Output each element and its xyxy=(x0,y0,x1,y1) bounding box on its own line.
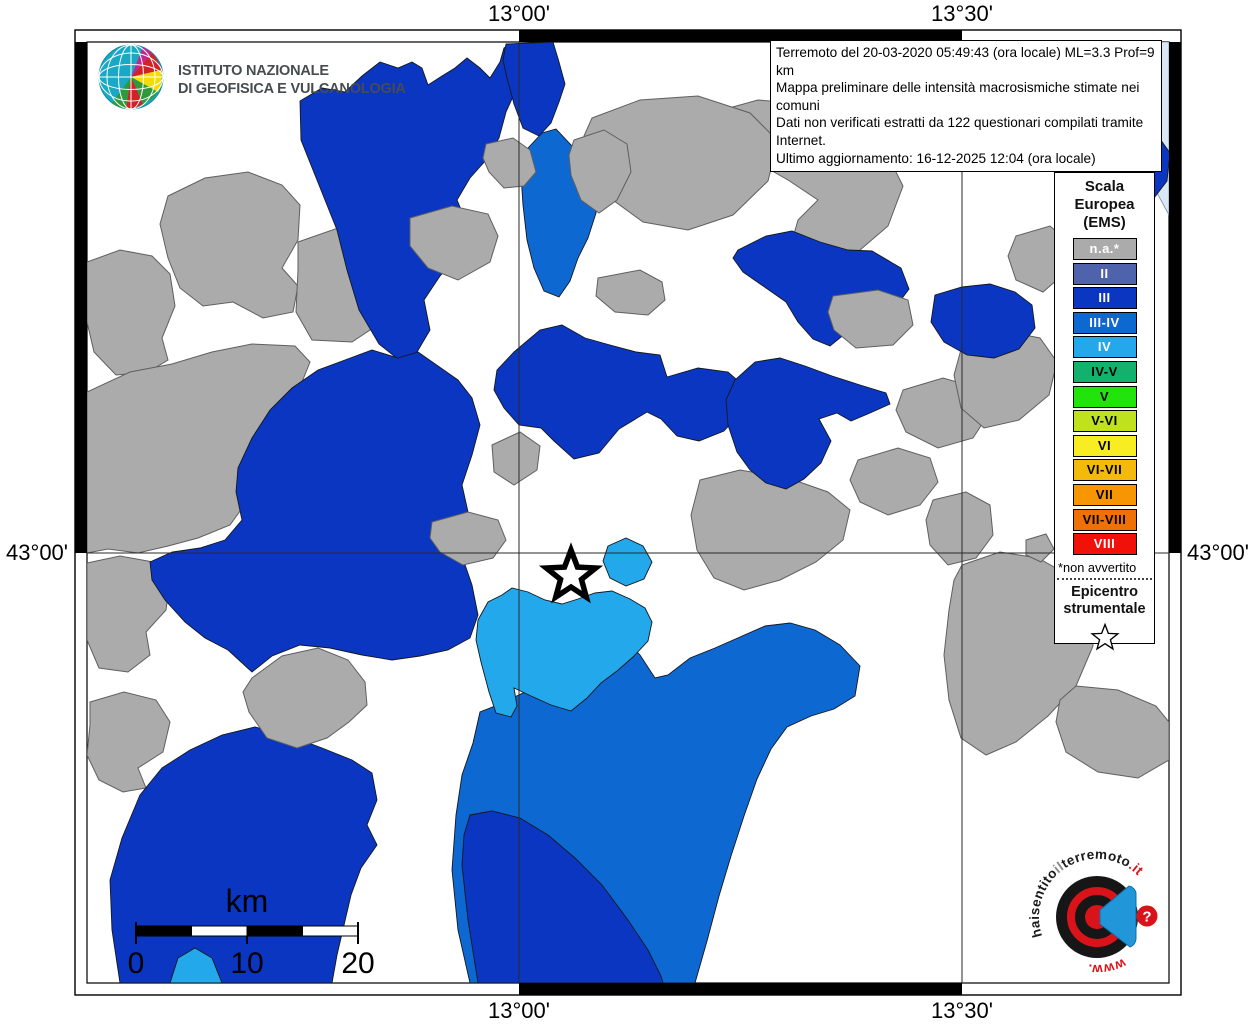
legend-swatch: III xyxy=(1072,287,1137,310)
graticule xyxy=(87,42,1169,983)
axis-label-right: 43°00' xyxy=(1187,540,1249,565)
legend-swatch: VII xyxy=(1072,483,1137,506)
municipality-polygon xyxy=(849,447,939,516)
municipality-polygon xyxy=(242,647,368,749)
axis-label-left: 43°00' xyxy=(6,540,68,565)
municipality-polygon xyxy=(169,947,223,983)
legend-entry: VII-VIII xyxy=(1055,508,1154,531)
ems-legend: Scala Europea (EMS) n.a.* II III III-IV IV IV… xyxy=(1054,172,1155,651)
intensity-iii-municipalities xyxy=(109,42,1169,983)
municipality-polygon xyxy=(491,431,541,486)
municipality-polygon xyxy=(1055,685,1169,779)
legend-epicenter-line1: Epicentro xyxy=(1071,583,1138,600)
legend-entry: III-IV xyxy=(1055,311,1154,334)
municipality-polygon xyxy=(429,511,507,566)
legend-entry: VIII xyxy=(1055,533,1154,556)
hsit-megaphone-icon xyxy=(1099,885,1137,948)
scale-tick-20: 20 xyxy=(341,947,374,980)
municipality-polygon xyxy=(461,810,664,983)
municipality-polygon xyxy=(925,491,994,566)
legend-title-line2: Europea xyxy=(1074,196,1135,213)
municipality-polygon xyxy=(299,43,519,361)
scale-tick-10: 10 xyxy=(230,947,263,980)
frame-band xyxy=(75,30,1181,995)
legend-entry: VI xyxy=(1055,434,1154,457)
legend-entry: III xyxy=(1055,287,1154,310)
municipality-polygon xyxy=(149,349,481,673)
axis-label-bottom-left: 13°00' xyxy=(488,998,550,1023)
municipality-polygon xyxy=(87,691,171,793)
legend-entry: V xyxy=(1055,385,1154,408)
info-line-map: Mappa preliminare delle intensità macros… xyxy=(776,80,1140,113)
legend-swatches: n.a.* II III III-IV IV IV-V V V-VI VI VI-VII VII VI… xyxy=(1055,238,1154,556)
legend-swatch: VI xyxy=(1072,434,1137,457)
axis-label-top-right: 13°30' xyxy=(931,1,993,26)
legend-footnote: *non avvertito xyxy=(1058,559,1137,575)
legend-epicenter-star-icon xyxy=(1089,622,1120,651)
municipality-polygon xyxy=(725,357,891,490)
legend-title-line1: Scala xyxy=(1084,178,1125,195)
legend-swatch: IV-V xyxy=(1072,360,1137,383)
legend-epicenter-line2: strumentale xyxy=(1063,600,1146,617)
municipality-polygon xyxy=(595,269,666,316)
hsit-question-badge xyxy=(1136,905,1158,927)
legend-entry: V-VI xyxy=(1055,410,1154,433)
ingv-title-line2: DI GEOFISICA E VULCANOLOGIA xyxy=(178,81,406,97)
ingv-logo: ISTITUTO NAZIONALE DI GEOFISICA E VULCAN… xyxy=(98,44,407,110)
info-line-event: Terremoto del 20-03-2020 05:49:43 (ora l… xyxy=(776,45,1155,78)
legend-swatch: VIII xyxy=(1072,533,1137,556)
legend-swatch: II xyxy=(1072,262,1137,285)
legend-swatch: V xyxy=(1072,385,1137,408)
legend-entry: n.a.* xyxy=(1055,238,1154,260)
municipality-polygon xyxy=(87,249,176,376)
info-line-updated: Ultimo aggiornamento: 16-12-2025 12:04 (… xyxy=(776,150,1096,166)
legend-entry: IV-V xyxy=(1055,360,1154,383)
legend-entry: II xyxy=(1055,262,1154,285)
legend-swatch: n.a.* xyxy=(1072,238,1137,260)
legend-swatch: IV xyxy=(1072,336,1137,359)
intensity-iv-municipalities xyxy=(169,537,653,983)
municipality-polygon xyxy=(475,587,653,718)
earthquake-info-box: Terremoto del 20-03-2020 05:49:43 (ora l… xyxy=(770,40,1162,173)
municipality-polygon xyxy=(87,555,171,673)
municipalities-layer: km 0 10 20 xyxy=(87,42,1169,983)
legend-title-line3: (EMS) xyxy=(1083,214,1126,231)
municipality-polygon xyxy=(568,129,632,214)
municipality-polygon xyxy=(109,726,378,983)
axis-label-bottom-right: 13°30' xyxy=(931,998,993,1023)
legend-swatch: VI-VII xyxy=(1072,459,1137,482)
scale-bar: km 0 10 20 xyxy=(128,883,375,980)
municipality-polygon xyxy=(930,283,1036,359)
legend-title: Scala Europea (EMS) xyxy=(1055,178,1154,232)
legend-swatch: III-IV xyxy=(1072,311,1137,334)
legend-entry: IV xyxy=(1055,336,1154,359)
na-municipalities xyxy=(87,95,1169,793)
legend-entry: VI-VII xyxy=(1055,459,1154,482)
municipality-polygon xyxy=(409,205,499,281)
legend-epicenter-title: Epicentro strumentale xyxy=(1055,584,1154,618)
legend-divider xyxy=(1057,577,1152,580)
municipality-polygon xyxy=(827,289,914,349)
axis-label-top-left: 13°00' xyxy=(488,1,550,26)
municipality-polygon xyxy=(159,171,301,319)
hsit-question-mark: ? xyxy=(1142,909,1151,926)
legend-entry: VII xyxy=(1055,483,1154,506)
scale-tick-0: 0 xyxy=(128,947,145,980)
ingv-title-line1: ISTITUTO NAZIONALE xyxy=(178,63,329,79)
epicenter-star xyxy=(538,542,604,604)
legend-swatch: V-VI xyxy=(1072,410,1137,433)
scale-bar-unit: km xyxy=(226,883,269,919)
info-line-data: Dati non verificati estratti da 122 ques… xyxy=(776,115,1144,148)
municipality-polygon xyxy=(602,537,653,587)
legend-swatch: VII-VIII xyxy=(1072,508,1137,531)
na-municipalities-overlay xyxy=(242,129,914,749)
municipality-polygon xyxy=(493,324,745,460)
